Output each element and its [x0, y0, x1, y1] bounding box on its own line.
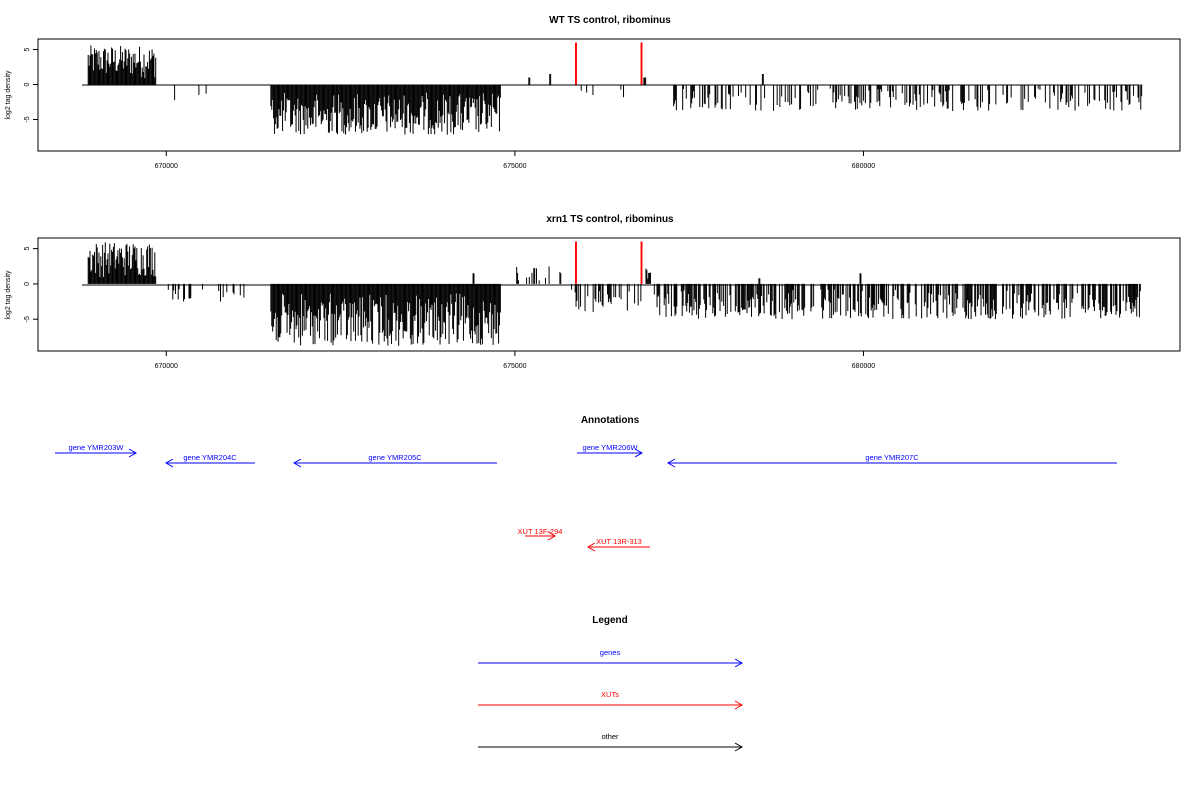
y-tick-label: 0: [24, 282, 31, 286]
legend-item-0-arrowhead: [734, 658, 744, 668]
xut-arrow-0: XUT 13F-294: [518, 527, 563, 541]
x-tick-label: 675000: [503, 363, 526, 370]
gene-label: gene YMR203W: [69, 443, 125, 452]
gene-label: gene YMR205C: [368, 453, 422, 462]
annotations-title: Annotations: [581, 415, 640, 426]
wt-y-axis: 5 0 -5: [24, 47, 38, 123]
x-tick-label: 675000: [503, 163, 526, 170]
gene-label: gene YMR206W: [583, 443, 639, 452]
legend-item-label: genes: [600, 648, 621, 657]
y-tick-label: -5: [24, 116, 31, 122]
legend-item-2-arrowhead: [734, 742, 744, 752]
xrn1-bars: [87, 241, 1141, 346]
xut-arrow-0-arrowhead: [547, 531, 557, 541]
xut-label: XUT 13R-313: [596, 537, 642, 546]
xut-arrow-1-arrowhead: [586, 542, 596, 552]
gene-arrow-1: gene YMR204C: [164, 453, 255, 468]
legend-item-2: other: [478, 732, 744, 752]
xut-label: XUT 13F-294: [518, 527, 563, 536]
legend-item-1-arrowhead: [734, 700, 744, 710]
legend-item-label: XUTs: [601, 690, 619, 699]
y-tick-label: 5: [24, 247, 31, 251]
wt-plot-frame: [37, 38, 1181, 152]
gene-arrow-3: gene YMR206W: [577, 443, 644, 458]
gene-arrow-4-arrowhead: [666, 458, 676, 468]
legend-title: Legend: [592, 615, 628, 626]
legend-item-1: XUTs: [478, 690, 744, 710]
gene-arrow-2: gene YMR205C: [292, 453, 497, 468]
xrn1-track-panel: xrn1 TS control, ribominus 670000 675000 6…: [5, 214, 1181, 370]
x-tick-label: 680000: [852, 363, 875, 370]
gene-arrow-3-arrowhead: [634, 448, 644, 458]
legend-item-0: genes: [478, 648, 744, 668]
x-tick-label: 680000: [852, 163, 875, 170]
wt-y-axis-label: log2 tag density: [5, 70, 12, 120]
xrn1-y-axis: 5 0 -5: [24, 247, 38, 322]
x-tick-label: 670000: [155, 363, 178, 370]
gene-arrow-0-arrowhead: [128, 448, 138, 458]
x-tick-label: 670000: [155, 163, 178, 170]
xrn1-y-axis-label: log2 tag density: [5, 270, 12, 320]
gene-arrow-0: gene YMR203W: [55, 443, 138, 458]
gene-label: gene YMR207C: [865, 453, 919, 462]
wt-bars: [87, 42, 1143, 135]
annotations-track: Annotations gene YMR203W gene YMR204C gene…: [55, 415, 1117, 552]
legend-item-label: other: [601, 732, 619, 741]
gene-arrow-4: gene YMR207C: [666, 453, 1117, 468]
gene-arrow-1-arrowhead: [164, 458, 174, 468]
wt-panel-title: WT TS control, ribominus: [549, 15, 671, 26]
gene-arrow-2-arrowhead: [292, 458, 302, 468]
y-tick-label: 5: [24, 47, 31, 51]
legend: Legend genes XUTs other: [478, 615, 744, 752]
y-tick-label: 0: [24, 82, 31, 86]
xrn1-panel-title: xrn1 TS control, ribominus: [546, 214, 674, 225]
xut-arrow-1: XUT 13R-313: [586, 537, 650, 552]
xrn1-plot-frame: [37, 237, 1181, 352]
wt-track-panel: WT TS control, ribominus 670000 675000 680…: [5, 15, 1181, 170]
xrn1-x-axis: 670000 675000 680000: [155, 351, 875, 370]
y-tick-label: -5: [24, 316, 31, 322]
gene-label: gene YMR204C: [183, 453, 237, 462]
wt-x-axis: 670000 675000 680000: [155, 151, 875, 170]
